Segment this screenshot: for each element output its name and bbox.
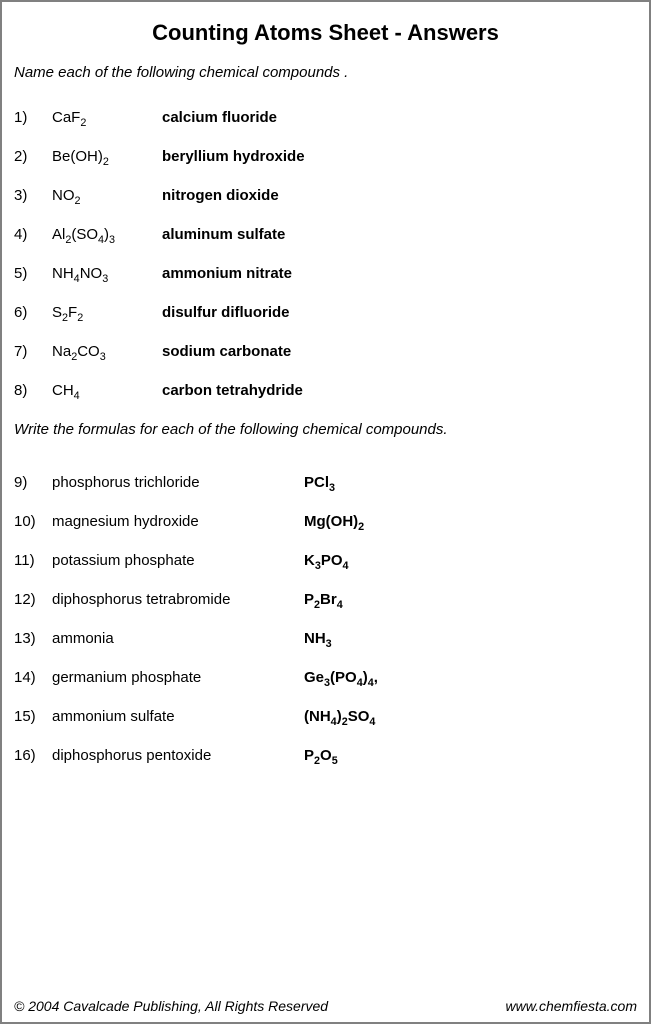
- section-1-list: 1)CaF2calcium fluoride 2)Be(OH)2beryllium…: [14, 109, 637, 399]
- chemical-formula: PCl3: [304, 474, 335, 491]
- list-item: 1)CaF2calcium fluoride: [14, 109, 637, 126]
- compound-name: magnesium hydroxide: [52, 513, 304, 530]
- chemical-formula: Mg(OH)2: [304, 513, 364, 530]
- chemical-formula: K3PO4: [304, 552, 349, 569]
- instruction-1: Name each of the following chemical comp…: [14, 64, 637, 81]
- compound-name: diphosphorus pentoxide: [52, 747, 304, 764]
- item-number: 11): [14, 552, 52, 569]
- list-item: 3)NO2nitrogen dioxide: [14, 187, 637, 204]
- compound-name: sodium carbonate: [162, 343, 291, 360]
- compound-name: diphosphorus tetrabromide: [52, 591, 304, 608]
- item-number: 12): [14, 591, 52, 608]
- compound-name: ammonium sulfate: [52, 708, 304, 725]
- instruction-2: Write the formulas for each of the follo…: [14, 421, 637, 438]
- list-item: 12)diphosphorus tetrabromideP2Br4: [14, 591, 637, 608]
- item-number: 5): [14, 265, 52, 282]
- chemical-formula: (NH4)2SO4: [304, 708, 375, 725]
- chemical-formula: S2F2: [52, 304, 162, 321]
- item-number: 15): [14, 708, 52, 725]
- item-number: 2): [14, 148, 52, 165]
- worksheet-page: Counting Atoms Sheet - Answers Name each…: [0, 0, 651, 1024]
- list-item: 11)potassium phosphateK3PO4: [14, 552, 637, 569]
- compound-name: calcium fluoride: [162, 109, 277, 126]
- compound-name: germanium phosphate: [52, 669, 304, 686]
- chemical-formula: Be(OH)2: [52, 148, 162, 165]
- compound-name: ammonium nitrate: [162, 265, 292, 282]
- compound-name: carbon tetrahydride: [162, 382, 303, 399]
- item-number: 7): [14, 343, 52, 360]
- chemical-formula: NO2: [52, 187, 162, 204]
- item-number: 6): [14, 304, 52, 321]
- footer: © 2004 Cavalcade Publishing, All Rights …: [14, 998, 637, 1014]
- list-item: 7)Na2CO3sodium carbonate: [14, 343, 637, 360]
- list-item: 4)Al2(SO4)3aluminum sulfate: [14, 226, 637, 243]
- footer-copyright: © 2004 Cavalcade Publishing, All Rights …: [14, 998, 328, 1014]
- chemical-formula: CaF2: [52, 109, 162, 126]
- chemical-formula: CH4: [52, 382, 162, 399]
- item-number: 16): [14, 747, 52, 764]
- item-number: 8): [14, 382, 52, 399]
- chemical-formula: Ge3(PO4)4,: [304, 669, 378, 686]
- list-item: 10)magnesium hydroxideMg(OH)2: [14, 513, 637, 530]
- list-item: 2)Be(OH)2beryllium hydroxide: [14, 148, 637, 165]
- item-number: 13): [14, 630, 52, 647]
- item-number: 10): [14, 513, 52, 530]
- section-2-list: 9)phosphorus trichloridePCl3 10)magnesium…: [14, 474, 637, 764]
- compound-name: disulfur difluoride: [162, 304, 290, 321]
- chemical-formula: P2O5: [304, 747, 338, 764]
- item-number: 1): [14, 109, 52, 126]
- compound-name: ammonia: [52, 630, 304, 647]
- item-number: 3): [14, 187, 52, 204]
- list-item: 13)ammoniaNH3: [14, 630, 637, 647]
- compound-name: nitrogen dioxide: [162, 187, 279, 204]
- item-number: 9): [14, 474, 52, 491]
- list-item: 8)CH4carbon tetrahydride: [14, 382, 637, 399]
- compound-name: phosphorus trichloride: [52, 474, 304, 491]
- item-number: 14): [14, 669, 52, 686]
- list-item: 15)ammonium sulfate(NH4)2SO4: [14, 708, 637, 725]
- chemical-formula: P2Br4: [304, 591, 343, 608]
- item-number: 4): [14, 226, 52, 243]
- page-title: Counting Atoms Sheet - Answers: [14, 20, 637, 46]
- chemical-formula: Na2CO3: [52, 343, 162, 360]
- list-item: 16)diphosphorus pentoxideP2O5: [14, 747, 637, 764]
- chemical-formula: NH4NO3: [52, 265, 162, 282]
- chemical-formula: NH3: [304, 630, 332, 647]
- chemical-formula: Al2(SO4)3: [52, 226, 162, 243]
- list-item: 9)phosphorus trichloridePCl3: [14, 474, 637, 491]
- list-item: 5)NH4NO3ammonium nitrate: [14, 265, 637, 282]
- list-item: 14)germanium phosphateGe3(PO4)4,: [14, 669, 637, 686]
- footer-url: www.chemfiesta.com: [506, 998, 637, 1014]
- compound-name: beryllium hydroxide: [162, 148, 305, 165]
- compound-name: aluminum sulfate: [162, 226, 285, 243]
- compound-name: potassium phosphate: [52, 552, 304, 569]
- list-item: 6)S2F2disulfur difluoride: [14, 304, 637, 321]
